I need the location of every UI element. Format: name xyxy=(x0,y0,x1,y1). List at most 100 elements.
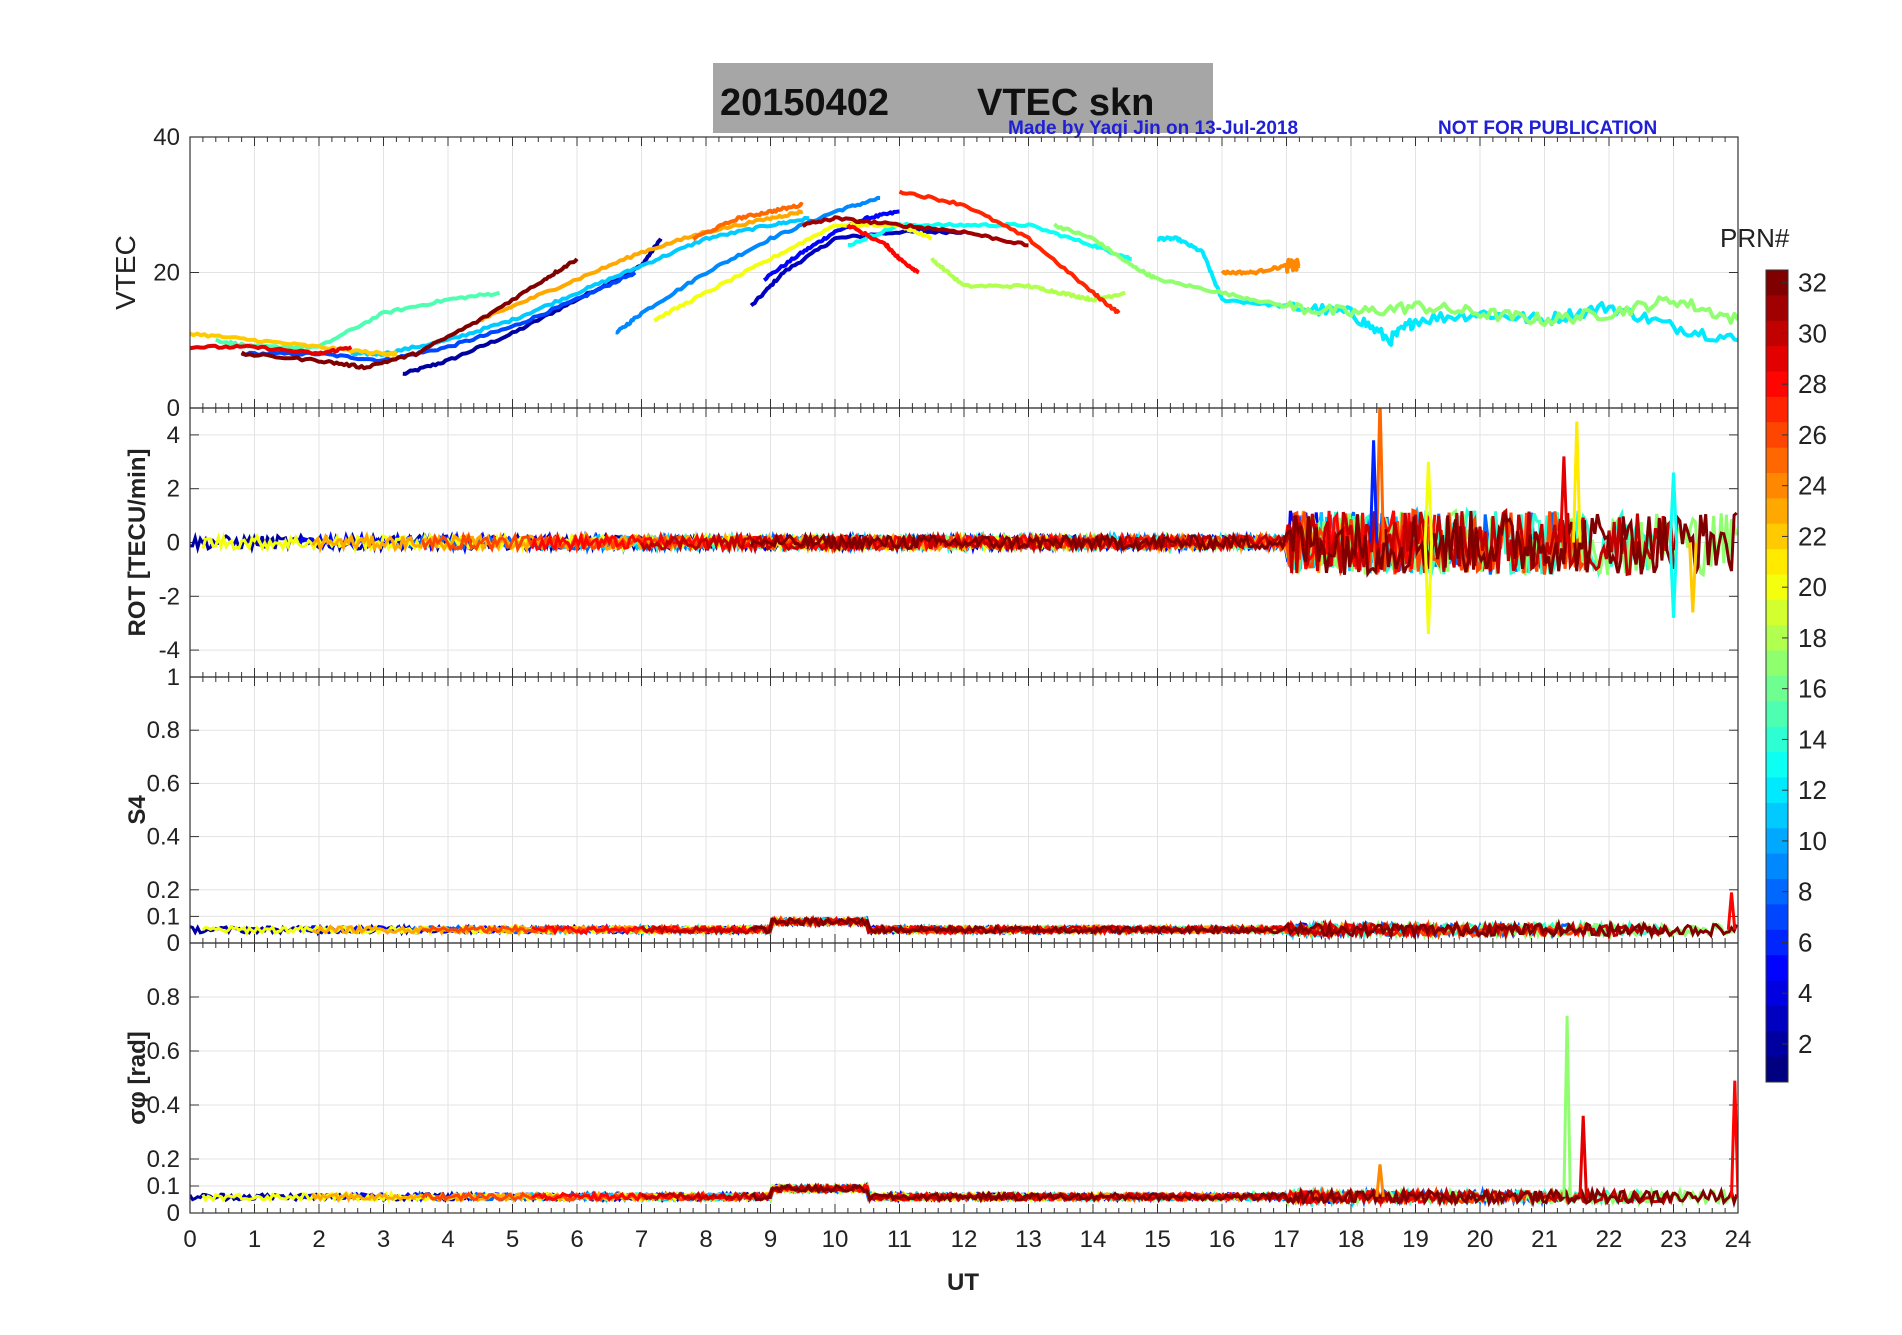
series-line-prn-13 xyxy=(847,221,1132,261)
y-tick-label: -4 xyxy=(159,637,180,664)
panel-rot: -4 -2 0 2 4 ROT [TECU/min] xyxy=(124,407,1739,678)
colorbar-swatch xyxy=(1766,320,1788,347)
x-tick-label: 14 xyxy=(1080,1226,1107,1253)
colorbar-swatch xyxy=(1766,473,1788,499)
series-group xyxy=(190,408,1738,635)
x-tick-label: 5 xyxy=(506,1226,519,1253)
colorbar-tick-label: 20 xyxy=(1798,572,1827,602)
y-tick-label: 0.4 xyxy=(147,1092,180,1119)
x-axis-label: UT xyxy=(947,1269,979,1296)
spike-prn-20 xyxy=(1423,542,1434,635)
series-line-prn-5 xyxy=(762,209,900,282)
spike-prn-29 xyxy=(1559,456,1569,543)
x-tick-label: 3 xyxy=(377,1226,390,1253)
panel-s4: 00.10.2 0.4 0.6 0.8 1 S4 xyxy=(124,664,1739,957)
series-line-prn-9 xyxy=(615,195,881,335)
colorbar-swatch xyxy=(1766,676,1788,702)
x-tick-label: 16 xyxy=(1209,1226,1236,1253)
colorbar-swatch xyxy=(1766,346,1788,372)
y-tick-label: 20 xyxy=(153,260,180,287)
y-axis-label: ROT [TECU/min] xyxy=(124,449,151,637)
x-tick-label: 1 xyxy=(248,1226,261,1253)
y-tick-label: 0.2 xyxy=(147,877,180,904)
y-tick-label: 0 xyxy=(167,395,180,422)
spike-prn-22 xyxy=(1688,542,1698,613)
colorbar-tick-label: 2 xyxy=(1798,1029,1812,1059)
colorbar-tick-label: 24 xyxy=(1798,471,1827,501)
spike-prn-20 xyxy=(1423,461,1434,543)
x-tick-label: 19 xyxy=(1402,1226,1429,1253)
colorbar-swatch xyxy=(1766,498,1788,525)
credit-author: Made by Yaqi Jin on 13-Jul-2018 xyxy=(1008,118,1298,139)
panel-sigma_phi: 00.10.2 0.4 0.6 0.8 σφ [rad] xyxy=(124,942,1739,1227)
colorbar-tick-label: 32 xyxy=(1798,268,1827,298)
x-tick-label: 20 xyxy=(1467,1226,1494,1253)
colorbar-swatch xyxy=(1766,396,1788,423)
x-tick-label: 11 xyxy=(887,1226,912,1253)
title-product: VTEC skn xyxy=(977,82,1154,124)
colorbar-swatch xyxy=(1766,650,1788,677)
colorbar-swatch xyxy=(1766,1031,1788,1058)
y-tick-label: 1 xyxy=(167,664,180,691)
y-axis-label: S4 xyxy=(124,795,151,825)
spike-prn-24 xyxy=(1375,1164,1385,1197)
series-line-prn-22 xyxy=(190,331,398,358)
series-line-prn-31 xyxy=(801,215,1029,248)
x-tick-label: 18 xyxy=(1338,1226,1365,1253)
x-tick-label: 23 xyxy=(1660,1226,1687,1253)
y-tick-label: 2 xyxy=(167,476,180,503)
series-line-prn-28 xyxy=(846,223,920,275)
y-tick-label: 4 xyxy=(167,422,180,449)
colorbar-swatch xyxy=(1766,371,1788,398)
y-tick-label: 0 xyxy=(167,530,180,557)
x-tick-label: 4 xyxy=(441,1226,454,1253)
series-line-prn-29 xyxy=(190,343,353,356)
series-group xyxy=(190,1015,1738,1209)
spike-prn-29 xyxy=(1578,1115,1588,1197)
x-tick-label: 17 xyxy=(1273,1226,1300,1253)
colorbar-tick-label: 28 xyxy=(1798,369,1827,399)
spike-prn-6 xyxy=(1368,440,1379,543)
colorbar-swatch xyxy=(1766,701,1788,728)
colorbar-swatch xyxy=(1766,270,1788,296)
x-tick-label: 21 xyxy=(1531,1226,1558,1253)
colorbar-swatch xyxy=(1766,625,1788,652)
series-group xyxy=(190,892,1738,942)
title-date: 20150402 xyxy=(720,82,889,124)
colorbar-swatch xyxy=(1766,523,1788,550)
series-line-prn-27 xyxy=(898,189,1121,315)
spike-prn-28 xyxy=(1730,1080,1738,1197)
colorbar-tick-label: 10 xyxy=(1798,826,1827,856)
y-tick-label: 0.8 xyxy=(147,717,180,744)
colorbar-tick-label: 18 xyxy=(1798,623,1827,653)
spike-prn-13 xyxy=(1668,472,1679,543)
x-tick-label: 10 xyxy=(822,1226,849,1253)
series-group xyxy=(190,189,1738,376)
y-axis-label: VTEC xyxy=(110,235,141,310)
x-tick-label: 0 xyxy=(183,1226,196,1253)
y-tick-label: 0.1 xyxy=(147,1173,180,1200)
colorbar-tick-label: 4 xyxy=(1798,978,1812,1008)
colorbar-swatch xyxy=(1766,853,1788,880)
colorbar-swatch xyxy=(1766,574,1788,601)
colorbar-tick-label: 16 xyxy=(1798,674,1827,704)
colorbar-swatch xyxy=(1766,828,1788,855)
x-tick-label: 13 xyxy=(1015,1226,1042,1253)
x-tick-label: 9 xyxy=(764,1226,777,1253)
panel-vtec: 0 20 40 VTEC xyxy=(110,124,1739,422)
y-tick-label: 0.6 xyxy=(147,770,180,797)
colorbar-tick-label: 6 xyxy=(1798,927,1812,957)
colorbar-tick-label: 26 xyxy=(1798,420,1827,450)
title-box xyxy=(713,63,1213,133)
y-tick-label: 0.4 xyxy=(147,824,180,851)
series-line-prn-32 xyxy=(750,1182,1738,1209)
series-line-prn-23 xyxy=(479,209,804,323)
colorbar-tick-label: 14 xyxy=(1798,724,1827,754)
series-line-prn-17 xyxy=(1053,222,1738,327)
colorbar-swatch xyxy=(1766,802,1788,829)
x-tick-label: 8 xyxy=(699,1226,712,1253)
x-tick-label: 2 xyxy=(312,1226,325,1253)
colorbar-swatch xyxy=(1766,1056,1788,1083)
